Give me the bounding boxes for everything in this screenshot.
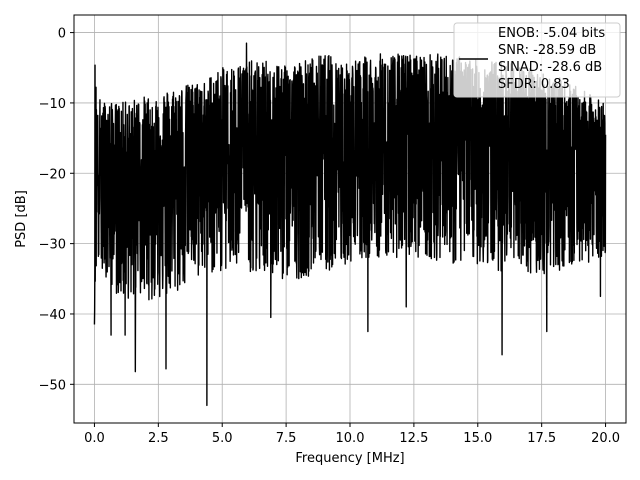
y-tick-label: −30: [39, 238, 66, 253]
x-tick-label: 20.0: [591, 431, 620, 446]
legend-line-snr: SNR: -28.59 dB: [498, 43, 596, 58]
plot-area: [93, 42, 607, 407]
legend-line-sinad: SINAD: -28.6 dB: [498, 60, 602, 75]
x-tick-label: 7.5: [276, 431, 297, 446]
x-tick-label: 17.5: [527, 431, 556, 446]
x-tick-label: 12.5: [399, 431, 428, 446]
legend-box: [453, 22, 621, 98]
x-tick-label: 2.5: [148, 431, 169, 446]
y-axis-label: PSD [dB]: [14, 190, 29, 248]
y-tick-label: −20: [39, 167, 66, 182]
y-tick-label: 0: [58, 27, 66, 42]
legend-line-enob: ENOB: -5.04 bits: [498, 26, 605, 41]
y-tick-label: −10: [39, 97, 66, 112]
legend-line-sfdr: SFDR: 0.83: [498, 77, 570, 92]
y-axis-ticks: 0 −10 −20 −30 −40 −50: [39, 27, 74, 393]
legend: ENOB: -5.04 bits SNR: -28.59 dB SINAD: -…: [453, 22, 621, 98]
x-tick-label: 5.0: [212, 431, 233, 446]
y-tick-label: −40: [39, 308, 66, 323]
x-tick-label: 10.0: [336, 431, 365, 446]
x-axis-ticks: 0.0 2.5 5.0 7.5 10.0 12.5 15.0 17.5 20.0: [84, 423, 620, 446]
psd-series-line: [93, 42, 607, 407]
x-tick-label: 0.0: [84, 431, 105, 446]
x-tick-label: 15.0: [463, 431, 492, 446]
x-axis-label: Frequency [MHz]: [295, 451, 404, 466]
y-tick-label: −50: [39, 378, 66, 393]
